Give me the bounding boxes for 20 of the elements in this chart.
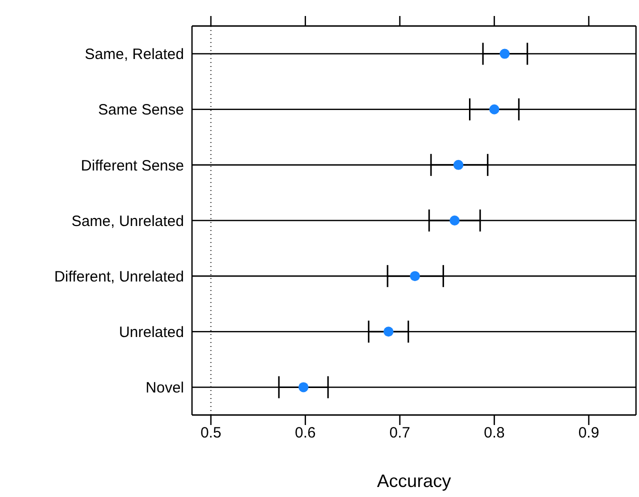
point: [298, 382, 308, 392]
x-tick-label: 0.7: [389, 424, 410, 442]
point: [450, 216, 460, 226]
y-tick-label: Different Sense: [80, 157, 184, 174]
y-tick-label: Same, Related: [84, 46, 184, 64]
y-tick-label: Unrelated: [118, 324, 184, 341]
x-tick-label: 0.5: [200, 424, 222, 442]
y-tick-label: Same Sense: [98, 102, 184, 119]
x-tick-label: 0.9: [578, 424, 600, 442]
point: [410, 271, 420, 282]
y-tick-label: Novel: [146, 380, 184, 397]
y-tick-label: Different, Unrelated: [54, 268, 184, 286]
x-tick-label: 0.8: [484, 424, 505, 442]
point: [489, 104, 500, 114]
y-tick-label: Same, Unrelated: [71, 212, 184, 230]
point: [500, 48, 510, 59]
point: [383, 326, 394, 337]
x-axis-title: Accuracy: [376, 471, 452, 491]
x-tick-label: 0.6: [294, 424, 316, 442]
point: [453, 160, 464, 170]
